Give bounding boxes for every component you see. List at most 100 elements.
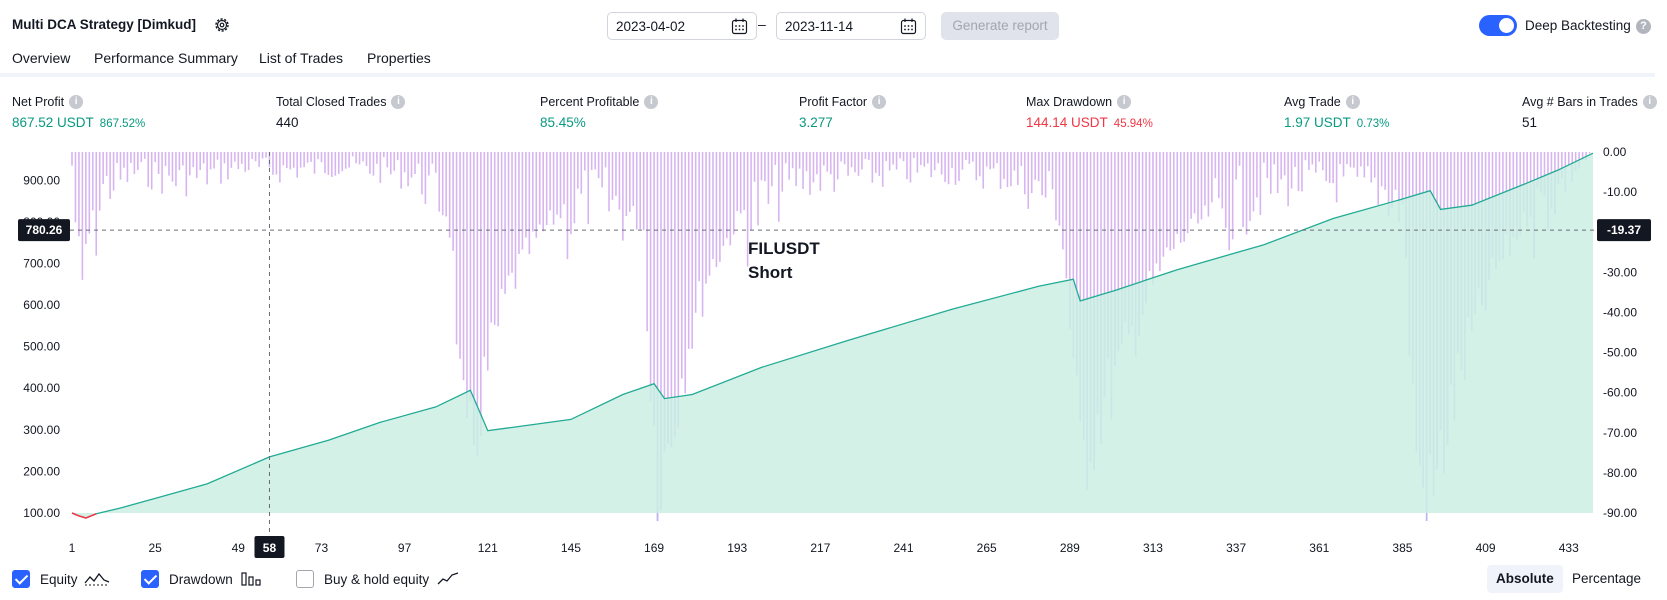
metric-percent-profitable: Percent Profitable i 85.45% [540,95,659,130]
left-axis-tick: 600.00 [23,298,60,312]
metric-value: 867.52 USDT [12,115,94,130]
info-icon[interactable]: i [1117,95,1132,109]
equity-line [71,152,1594,519]
equity-checkbox[interactable] [12,570,30,588]
metric-label: Max Drawdown [1026,95,1113,109]
x-axis-tick: 409 [1476,541,1496,555]
metric-avg-trade: Avg Trade i 1.97 USDT 0.73% [1284,95,1389,130]
crosshair-left-label-box [18,219,70,242]
legend-buy-hold[interactable]: Buy & hold equity [296,568,459,590]
metric-value: 440 [276,115,299,130]
deep-backtesting-label: Deep Backtesting [1525,18,1631,33]
left-axis-tick: 500.00 [23,340,60,354]
help-icon[interactable]: ? [1636,19,1651,34]
x-axis-tick: 49 [232,541,246,555]
x-axis-tick: 217 [810,541,830,555]
equity-loss-segment [71,512,97,519]
crosshair-x-label-box [254,536,285,558]
info-icon[interactable]: i [872,95,887,109]
buy-hold-line-icon [437,572,459,585]
date-from-value: 2023-04-02 [616,19,686,34]
date-from-field[interactable]: 2023-04-02 [607,12,757,40]
crosshair: 780.26 -19.37 58 [18,152,1651,558]
legend-drawdown[interactable]: Drawdown [141,568,263,590]
left-axis-tick: 700.00 [23,256,60,270]
right-axis: 0.00-10.00-20.00-30.00-40.00-50.00-60.00… [1603,145,1637,520]
metric-value: 51 [1522,115,1538,130]
right-axis-tick: -30.00 [1603,265,1637,279]
x-axis-tick: 337 [1226,541,1246,555]
metric-value: 144.14 USDT [1026,115,1108,130]
left-axis-tick: 300.00 [23,423,60,437]
calendar-icon[interactable] [900,18,917,35]
x-axis: 1 25 49 73 97 121 145 169 193 217 241 265 289 313 337 3… [69,541,1579,555]
crosshair-right-label: -19.37 [1607,223,1641,237]
crosshair-right-label-box [1597,219,1651,242]
metric-avg-bars-in-trades: Avg # Bars in Trades i 51 [1522,95,1657,130]
legend-equity[interactable]: Equity [12,568,110,590]
x-axis-tick: 169 [644,541,664,555]
info-icon[interactable]: i [644,95,659,109]
metric-net-profit: Net Profit i 867.52 USDT 867.52% [12,95,145,130]
x-axis-tick: 73 [315,541,329,555]
tabs-divider [0,73,1655,77]
x-axis-tick: 25 [148,541,162,555]
x-axis-tick: 1 [69,541,76,555]
equity-area [72,153,1593,518]
date-to-value: 2023-11-14 [785,19,854,34]
crosshair-x-label: 58 [263,541,277,555]
tab-properties[interactable]: Properties [367,50,431,66]
chart-annotation-side: Short [748,263,793,282]
metric-label: Net Profit [12,95,65,109]
chart-annotation-symbol: FILUSDT [748,239,820,258]
metric-total-closed-trades: Total Closed Trades i 440 [276,95,406,130]
buy-hold-checkbox[interactable] [296,570,314,588]
calendar-icon[interactable] [731,18,748,35]
right-axis-tick: -80.00 [1603,466,1637,480]
deep-backtesting-toggle[interactable] [1479,15,1517,36]
metric-percent: 867.52% [99,118,146,130]
metric-label: Avg Trade [1284,95,1341,109]
x-axis-tick: 193 [727,541,747,555]
x-axis-tick: 313 [1143,541,1163,555]
right-axis-tick: -90.00 [1603,506,1637,520]
report-header: Multi DCA Strategy [Dimkud] 2023-04-02 –… [0,0,1667,52]
info-icon[interactable]: i [1345,95,1360,109]
info-icon[interactable]: i [69,95,84,109]
drawdown-label: Drawdown [169,571,233,587]
metric-percent: 45.94% [1113,118,1153,130]
metric-value: 3.277 [799,115,833,130]
date-to-field[interactable]: 2023-11-14 [776,12,926,40]
strategy-title: Multi DCA Strategy [Dimkud] [12,17,197,32]
metric-label: Percent Profitable [540,95,640,109]
metric-max-drawdown: Max Drawdown i 144.14 USDT 45.94% [1026,95,1153,130]
drawdown-bars-icon [241,572,261,586]
drawdown-checkbox[interactable] [141,570,159,588]
info-icon[interactable]: i [1642,95,1657,109]
percentage-view-button[interactable]: Percentage [1572,571,1642,586]
metric-value: 1.97 USDT [1284,115,1351,130]
metric-percent: 0.73% [1356,118,1390,130]
x-axis-tick: 241 [894,541,914,555]
absolute-view-button[interactable]: Absolute [1487,565,1563,593]
x-axis-tick: 289 [1060,541,1080,555]
info-icon[interactable]: i [391,95,406,109]
left-axis: 900.00800.00700.00600.00500.00400.00300.… [23,173,60,520]
left-axis-tick: 200.00 [23,464,60,478]
tab-list-of-trades[interactable]: List of Trades [259,50,344,66]
metric-label: Profit Factor [799,95,868,109]
x-axis-tick: 361 [1309,541,1329,555]
equity-label: Equity [40,571,78,587]
toggle-knob [1499,18,1514,33]
tab-performance-summary[interactable]: Performance Summary [94,50,238,66]
metric-value: 85.45% [540,115,586,130]
right-axis-tick: -50.00 [1603,346,1637,360]
gear-icon[interactable] [213,16,231,34]
left-axis-tick: 900.00 [23,173,60,187]
metric-label: Avg # Bars in Trades [1522,95,1638,109]
generate-report-button[interactable]: Generate report [941,12,1059,40]
date-separator: – [758,16,766,32]
equity-line-icon [84,572,109,586]
equity-drawdown-chart[interactable]: 900.00800.00700.00600.00500.00400.00300.… [0,140,1667,560]
crosshair-left-label: 780.26 [26,223,63,237]
